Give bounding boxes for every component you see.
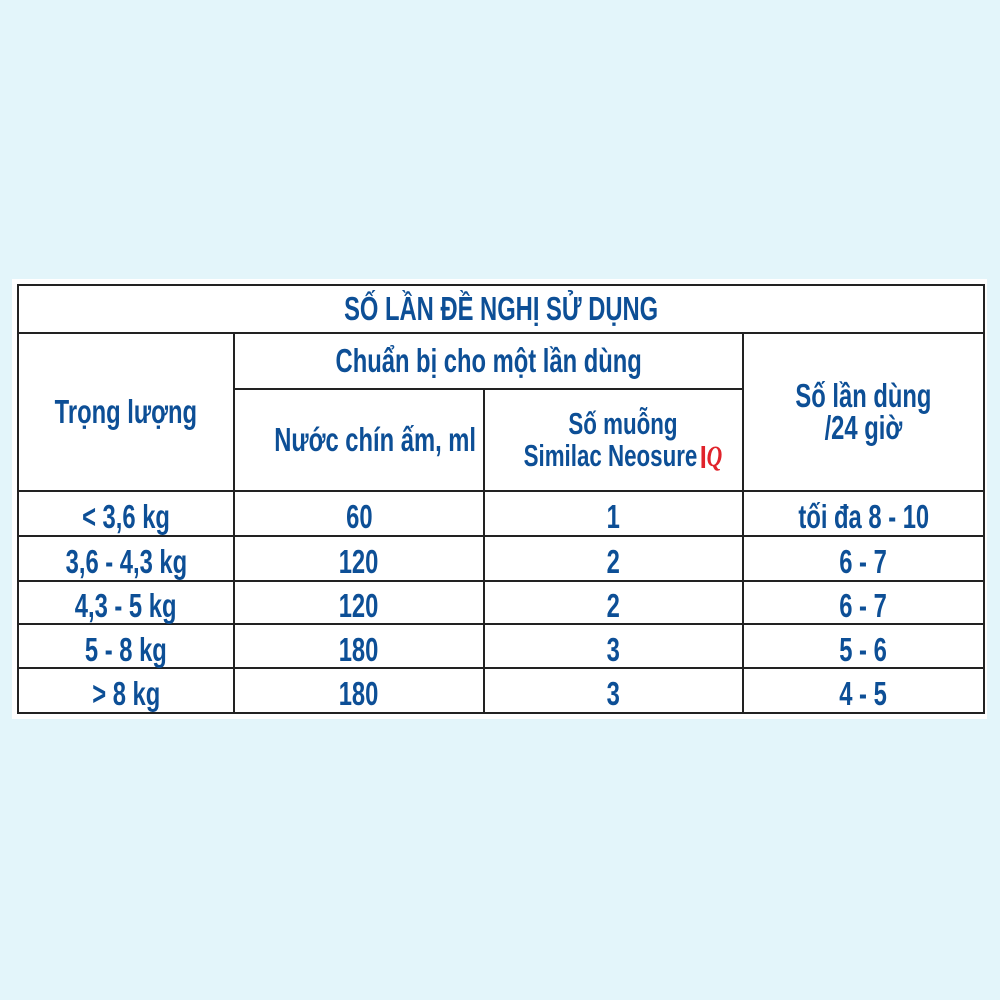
- cell-times: 5 - 6: [742, 623, 985, 669]
- cell-text: 180: [339, 675, 379, 712]
- cell-scoops: 3: [483, 623, 744, 669]
- table-row: 5 - 8 kg 180 3 5 - 6: [17, 623, 985, 669]
- cell-weight: 5 - 8 kg: [17, 623, 235, 669]
- cell-text: 60: [345, 498, 373, 535]
- cell-scoops: 3: [483, 667, 744, 714]
- cell-text: 4,3 - 5 kg: [75, 587, 177, 624]
- header-scoops: Số muỗng Similac Neosure Q: [483, 388, 744, 492]
- cell-text: 2: [606, 587, 621, 624]
- header-prep-group: Chuẩn bị cho một lần dùng: [233, 332, 744, 390]
- cell-text: 2: [606, 543, 621, 580]
- cell-text: 6 - 7: [839, 587, 888, 624]
- cell-times: tối đa 8 - 10: [742, 490, 985, 537]
- cell-text: 5 - 6: [839, 630, 888, 668]
- cell-scoops: 1: [483, 490, 744, 537]
- cell-water: 120: [233, 580, 485, 625]
- cell-text: 180: [339, 630, 379, 668]
- table-row: 4,3 - 5 kg 120 2 6 - 7: [17, 580, 985, 625]
- table-row: 3,6 - 4,3 kg 120 2 6 - 7: [17, 535, 985, 582]
- cell-times: 6 - 7: [742, 535, 985, 582]
- cell-text: 5 - 8 kg: [85, 630, 167, 668]
- table-row: > 8 kg 180 3 4 - 5: [17, 667, 985, 714]
- cell-water: 120: [233, 535, 485, 582]
- table-title: SỐ LẦN ĐỀ NGHỊ SỬ DỤNG: [17, 284, 985, 334]
- iq-logo: Q: [701, 440, 722, 473]
- cell-scoops: 2: [483, 580, 744, 625]
- header-weight: Trọng lượng: [17, 332, 235, 492]
- cell-text: 3,6 - 4,3 kg: [65, 543, 187, 580]
- cell-text: > 8 kg: [91, 675, 161, 712]
- cell-water: 180: [233, 623, 485, 669]
- cell-weight: > 8 kg: [17, 667, 235, 714]
- cell-water: 60: [233, 490, 485, 537]
- usage-table: SỐ LẦN ĐỀ NGHỊ SỬ DỤNG Trọng lượng Chuẩn…: [17, 284, 985, 714]
- cell-text: 120: [339, 587, 379, 624]
- cell-text: 4 - 5: [839, 675, 888, 712]
- cell-text: tối đa 8 - 10: [798, 498, 929, 535]
- cell-weight: 3,6 - 4,3 kg: [17, 535, 235, 582]
- cell-times: 6 - 7: [742, 580, 985, 625]
- cell-text: 3: [606, 630, 621, 668]
- header-times: Số lần dùng/24 giờ: [742, 332, 985, 492]
- cell-text: 1: [606, 498, 621, 535]
- header-water: Nước chín ấm, ml: [233, 388, 485, 492]
- cell-water: 180: [233, 667, 485, 714]
- cell-weight: < 3,6 kg: [17, 490, 235, 537]
- cell-text: 6 - 7: [839, 543, 888, 580]
- cell-times: 4 - 5: [742, 667, 985, 714]
- cell-weight: 4,3 - 5 kg: [17, 580, 235, 625]
- cell-text: 3: [606, 675, 621, 712]
- cell-text: 120: [339, 543, 379, 580]
- cell-text: < 3,6 kg: [82, 498, 170, 535]
- table-row: < 3,6 kg 60 1 tối đa 8 - 10: [17, 490, 985, 537]
- cell-scoops: 2: [483, 535, 744, 582]
